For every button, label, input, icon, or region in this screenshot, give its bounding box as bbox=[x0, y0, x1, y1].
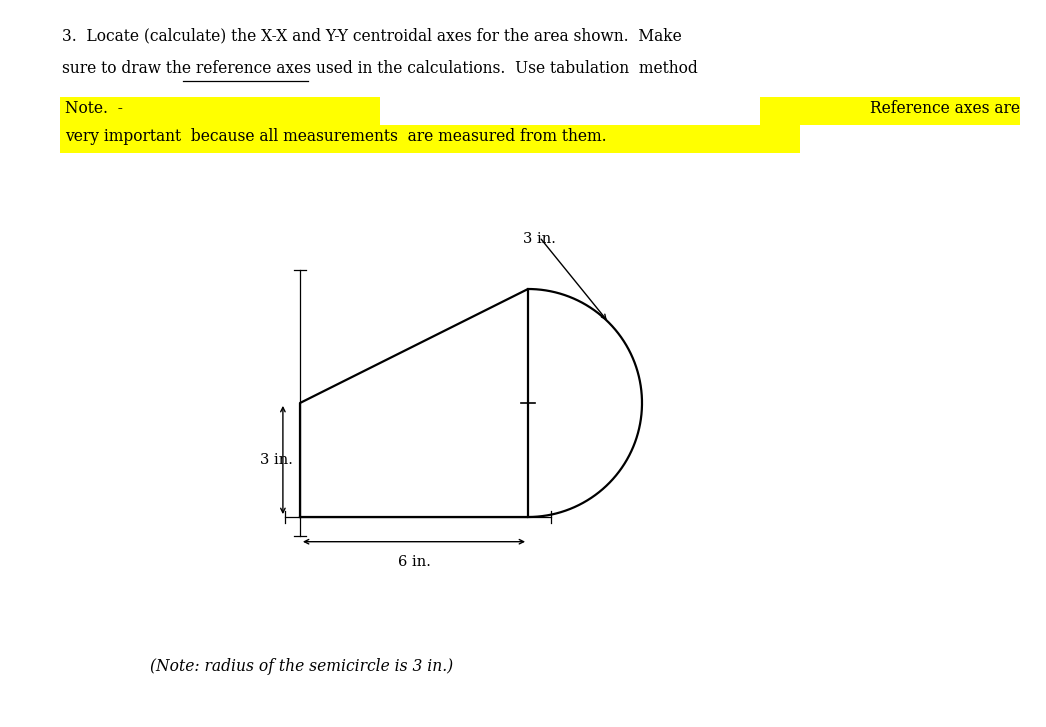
Text: sure to draw the reference axes used in the calculations.  Use tabulation  metho: sure to draw the reference axes used in … bbox=[62, 60, 698, 77]
Text: 3 in.: 3 in. bbox=[523, 232, 555, 246]
FancyBboxPatch shape bbox=[60, 97, 380, 125]
Text: (Note: radius of the semicircle is 3 in.): (Note: radius of the semicircle is 3 in.… bbox=[150, 658, 453, 675]
Text: Note.  -: Note. - bbox=[65, 100, 122, 117]
Text: very important  because all measurements  are measured from them.: very important because all measurements … bbox=[65, 128, 607, 145]
Text: 6 in.: 6 in. bbox=[397, 555, 431, 569]
Text: 3.  Locate (calculate) the X-X and Y-Y centroidal axes for the area shown.  Make: 3. Locate (calculate) the X-X and Y-Y ce… bbox=[62, 27, 682, 44]
Text: 3 in.: 3 in. bbox=[260, 453, 293, 467]
FancyBboxPatch shape bbox=[60, 125, 800, 153]
FancyBboxPatch shape bbox=[760, 97, 1020, 125]
Text: Reference axes are: Reference axes are bbox=[870, 100, 1020, 117]
